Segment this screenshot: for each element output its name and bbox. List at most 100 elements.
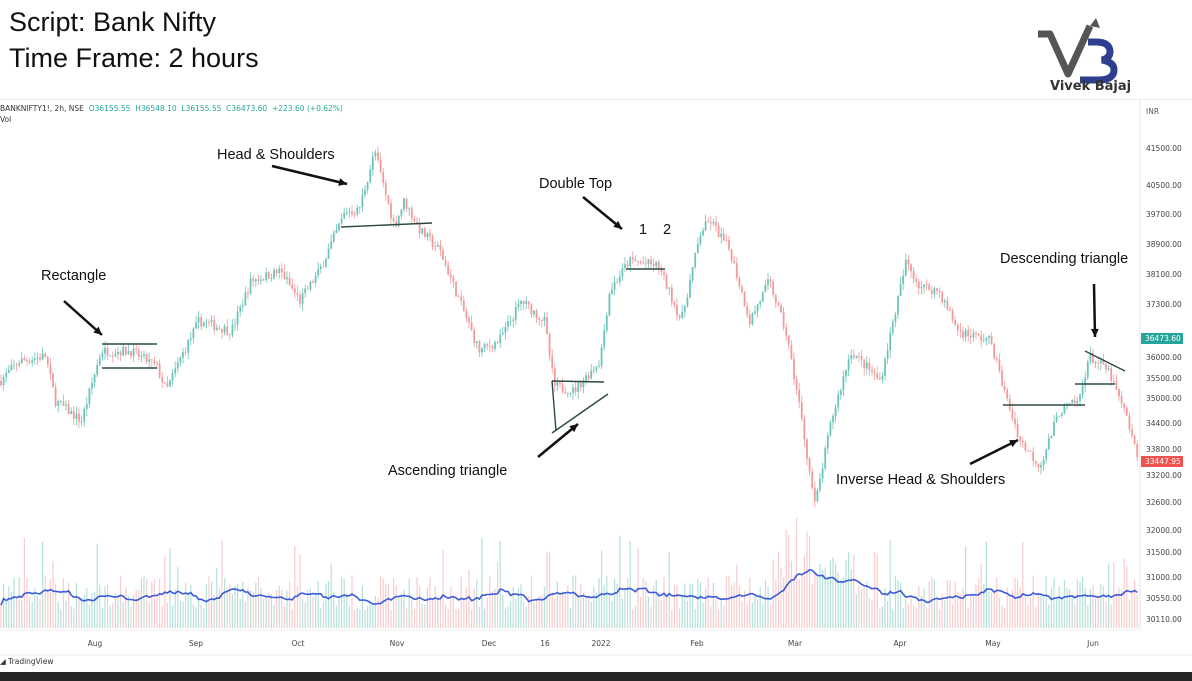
volume-bar xyxy=(70,606,72,628)
arrow-line xyxy=(537,423,579,458)
volume-bar xyxy=(1121,589,1123,628)
volume-bar xyxy=(590,601,592,628)
neckline xyxy=(340,222,433,228)
volume-bar xyxy=(523,602,525,628)
volume-bar xyxy=(400,595,402,628)
x-tick-label: Nov xyxy=(390,639,405,648)
candle-body xyxy=(881,375,884,380)
volume-bar xyxy=(1048,604,1050,628)
volume-bar xyxy=(827,576,829,628)
candle-body xyxy=(553,368,556,386)
x-tick-label: Dec xyxy=(482,639,497,648)
volume-bar xyxy=(1009,598,1011,628)
volume-bar xyxy=(913,605,915,628)
volume-bar xyxy=(803,555,805,628)
chart-area[interactable]: INR 41500.00 40500.00 39700.00 38900.00 38100… xyxy=(0,99,1192,673)
candle-body xyxy=(941,292,944,303)
y-tick-label: 35500.00 xyxy=(1146,374,1182,383)
close-value: C36473.60 xyxy=(226,104,268,113)
volume-bar xyxy=(562,591,564,628)
candle-body xyxy=(348,211,351,213)
volume-bar xyxy=(866,581,868,628)
volume-bar xyxy=(541,595,543,628)
candle-body xyxy=(967,330,970,336)
candle-body xyxy=(592,370,595,372)
volume-bar xyxy=(117,596,119,628)
volume-bar xyxy=(120,575,122,628)
candle-body xyxy=(1032,451,1035,461)
volume-bar xyxy=(312,597,314,628)
volume-bar xyxy=(68,583,70,628)
volume-bar xyxy=(494,588,496,628)
volume-bar xyxy=(757,599,759,628)
volume-bar xyxy=(627,578,629,628)
candle-body xyxy=(1110,368,1113,381)
annotation-descending-triangle: Descending triangle xyxy=(1000,251,1128,267)
volume-bar xyxy=(962,587,964,628)
candle-body xyxy=(306,288,309,290)
volume-bar xyxy=(75,583,77,628)
candle-body xyxy=(878,378,881,380)
y-tick-label: 38100.00 xyxy=(1146,270,1182,279)
arrow-head-icon xyxy=(93,326,102,335)
candle-body xyxy=(410,208,413,219)
candle-body xyxy=(473,329,476,343)
currency-label: INR xyxy=(1146,107,1159,116)
candle-body xyxy=(158,363,161,378)
volume-bar xyxy=(127,595,129,628)
volume-bar xyxy=(268,593,270,628)
volume-bar xyxy=(650,606,652,628)
tradingview-brand[interactable]: ◢ TradingView xyxy=(0,657,54,666)
volume-bar xyxy=(829,560,831,628)
volume-bar xyxy=(715,598,717,628)
volume-bar xyxy=(593,586,595,628)
volume-bar xyxy=(304,603,306,628)
candle-body xyxy=(234,324,236,326)
candle-body xyxy=(239,306,242,312)
volume-bar xyxy=(1136,594,1138,628)
candle-body xyxy=(335,229,338,234)
candle-body xyxy=(163,382,166,384)
volume-bar xyxy=(13,578,15,628)
volume-bar xyxy=(991,592,993,628)
brand-text: TradingView xyxy=(8,657,54,666)
candle-body xyxy=(977,333,980,335)
volume-bar xyxy=(983,583,985,628)
candle-body xyxy=(1115,381,1118,390)
volume-bar xyxy=(205,584,207,628)
candle-body xyxy=(1055,416,1058,423)
candle-body xyxy=(278,268,281,273)
volume-bar xyxy=(533,602,535,628)
candle-body xyxy=(715,221,717,226)
candle-body xyxy=(1063,404,1066,414)
candle-body xyxy=(689,280,691,298)
candlestick-chart[interactable]: INR 41500.00 40500.00 39700.00 38900.00 38100… xyxy=(0,100,1192,673)
candle-body xyxy=(1089,353,1092,362)
volume-bar xyxy=(148,602,150,628)
volume-bar xyxy=(367,605,369,628)
candle-body xyxy=(793,358,795,380)
open-value: O36155.55 xyxy=(88,104,131,113)
candle-body xyxy=(244,292,247,306)
candle-body xyxy=(530,304,533,315)
volume-bar xyxy=(1084,588,1086,628)
volume-bar xyxy=(946,580,948,628)
candle-body xyxy=(111,355,114,357)
candle-body xyxy=(863,359,866,369)
volume-bar xyxy=(226,587,228,628)
candle-body xyxy=(91,382,93,389)
candle-body xyxy=(96,364,99,375)
candle-body xyxy=(642,262,645,264)
volume-bar xyxy=(811,583,813,628)
volume-bar xyxy=(200,605,202,628)
volume-bar xyxy=(933,579,935,628)
candle-body xyxy=(915,279,918,282)
candle-body xyxy=(959,330,962,332)
volume-bar xyxy=(187,592,189,628)
candle-body xyxy=(1003,385,1006,390)
volume-bar xyxy=(39,598,41,628)
volume-bar xyxy=(21,600,23,628)
candle-body xyxy=(470,322,473,330)
volume-bar xyxy=(837,572,839,628)
y-tick-label: 30550.00 xyxy=(1146,594,1182,603)
